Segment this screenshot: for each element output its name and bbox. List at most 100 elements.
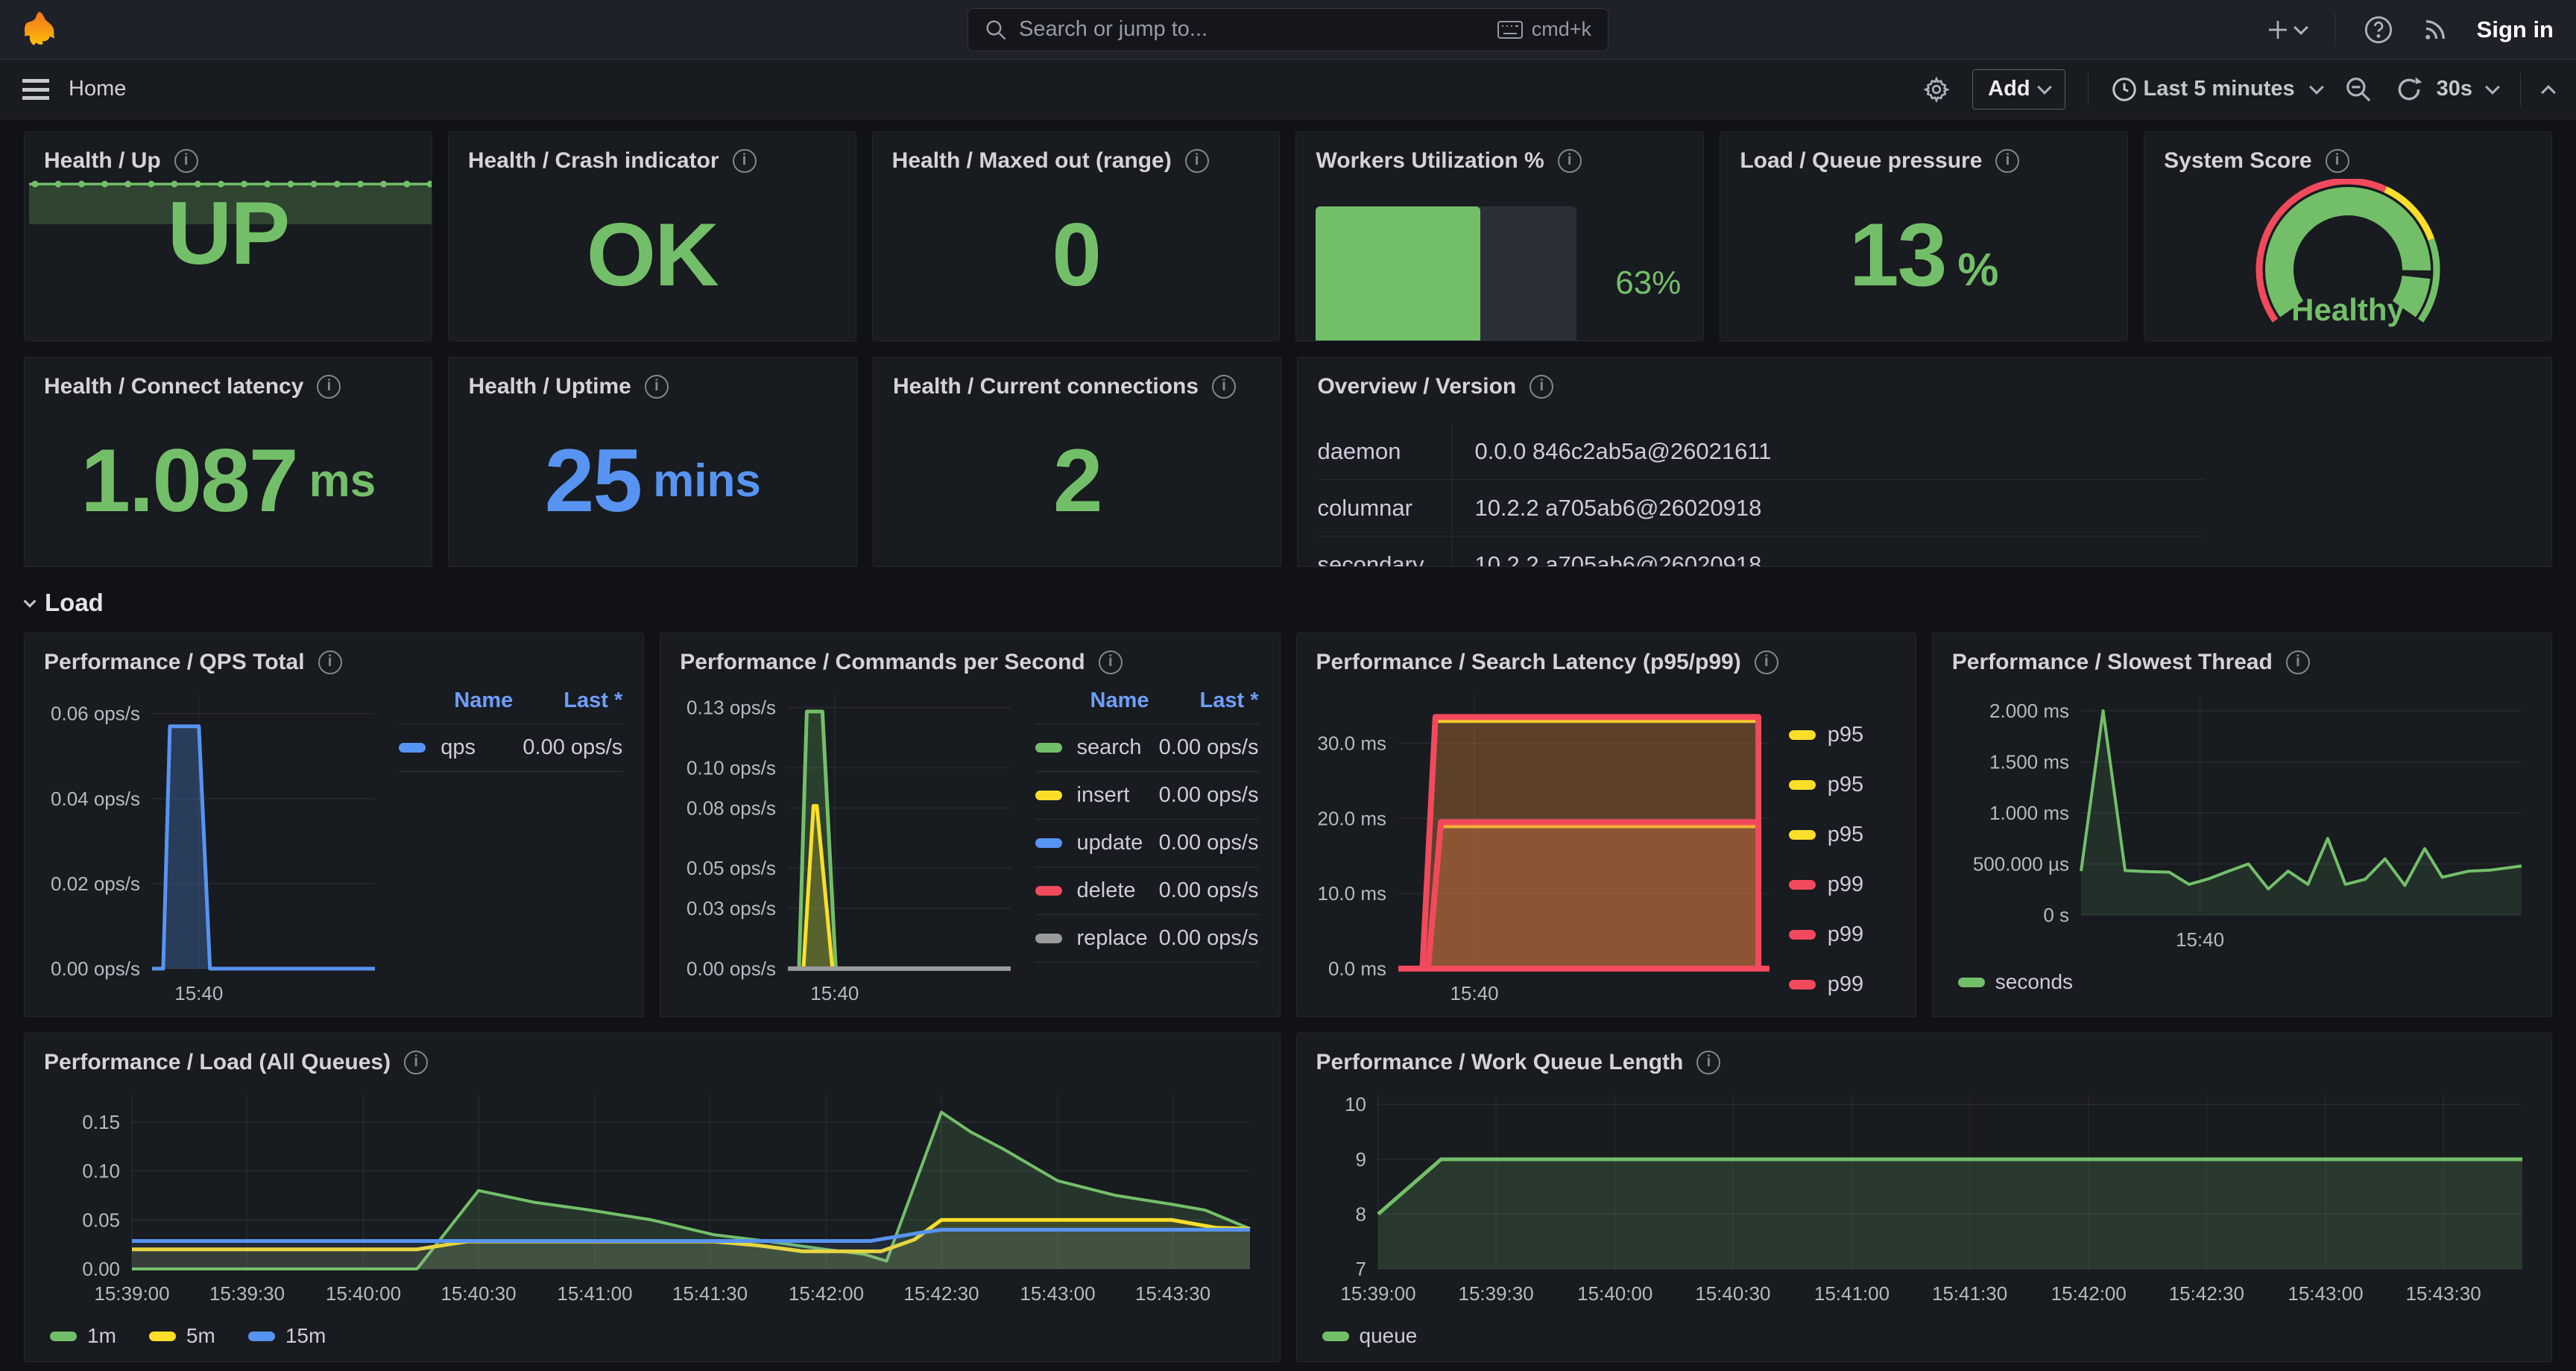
x-axis-label: 15:43:00 — [2288, 1282, 2363, 1305]
series-name[interactable]: replace — [1076, 926, 1148, 950]
legend-row[interactable]: search 0.00 ops/s — [1035, 724, 1259, 772]
panel-title[interactable]: Performance / Slowest Thread — [1951, 650, 2273, 674]
legend-item[interactable]: p95 — [1788, 723, 1908, 747]
info-icon[interactable] — [644, 375, 669, 399]
info-icon[interactable] — [1184, 149, 1209, 173]
info-icon[interactable] — [1098, 650, 1123, 674]
add-button[interactable]: Add — [1972, 69, 2065, 110]
dashboard-settings-button[interactable] — [1923, 76, 1950, 103]
chevron-down-icon — [2036, 79, 2052, 95]
info-icon[interactable] — [2285, 650, 2310, 674]
info-icon[interactable] — [318, 650, 342, 674]
panel-title[interactable]: Health / Maxed out (range) — [891, 148, 1172, 173]
series-name[interactable]: insert — [1076, 783, 1130, 807]
qps-chart[interactable]: 15:40 0.00 ops/s 0.02 ops/s 0.04 ops/s 0.06 … — [29, 681, 394, 1016]
panel-title[interactable]: Workers Utilization % — [1316, 148, 1544, 173]
menu-button[interactable] — [22, 78, 49, 100]
legend-item[interactable]: 1m — [50, 1324, 116, 1348]
load-queues-chart[interactable]: 15:39:00 15:39:30 15:40:00 15:40:30 15:41:00… — [35, 1081, 1269, 1317]
panel-title[interactable]: Health / Up — [44, 148, 161, 173]
info-icon[interactable] — [2325, 149, 2349, 173]
work-queue-chart[interactable]: 15:39:00 15:39:30 15:40:00 15:40:30 15:41:00… — [1307, 1081, 2542, 1317]
legend-row[interactable]: insert 0.00 ops/s — [1035, 772, 1259, 820]
info-icon[interactable] — [1212, 375, 1237, 399]
series-name: p99 — [1827, 922, 1864, 946]
help-icon — [2364, 16, 2392, 43]
legend-item[interactable]: p95 — [1788, 823, 1908, 847]
legend-row[interactable]: qps 0.00 ops/s — [399, 724, 623, 772]
series-name: 15m — [285, 1324, 326, 1347]
info-icon[interactable] — [174, 149, 198, 173]
grafana-logo[interactable] — [22, 10, 57, 49]
legend-item[interactable]: p99 — [1788, 873, 1908, 897]
latency-chart[interactable]: 15:40 0.0 ms 10.0 ms 20.0 ms 30.0 ms — [1301, 681, 1789, 1016]
panel-title[interactable]: Overview / Version — [1317, 374, 1517, 399]
search-shortcut: cmd+k — [1531, 18, 1591, 40]
panel-title[interactable]: Performance / Commands per Second — [680, 650, 1085, 674]
series-name[interactable]: search — [1076, 735, 1142, 759]
row-header-load[interactable]: Load — [23, 586, 2552, 619]
panel-title[interactable]: Performance / Load (All Queues) — [44, 1050, 391, 1074]
panel-title[interactable]: Performance / Work Queue Length — [1316, 1050, 1684, 1074]
component-name: columnar — [1317, 494, 1412, 521]
commands-chart[interactable]: 15:40 0.00 ops/s 0.03 ops/s 0.05 ops/s 0.08 … — [665, 681, 1030, 1016]
new-button[interactable] — [2266, 18, 2308, 42]
gauge-chart[interactable]: Healthy — [2225, 179, 2471, 337]
help-button[interactable] — [2364, 15, 2393, 45]
legend-row[interactable]: update 0.00 ops/s — [1035, 820, 1259, 867]
series-last-value: 0.00 ops/s — [1158, 735, 1259, 759]
legend-item[interactable]: 15m — [247, 1324, 326, 1348]
news-button[interactable] — [2422, 16, 2449, 43]
refresh-icon — [2398, 76, 2422, 100]
legend-item[interactable]: p99 — [1788, 972, 1908, 997]
panel-title[interactable]: Health / Crash indicator — [467, 148, 719, 173]
legend-row[interactable]: replace 0.00 ops/s — [1035, 915, 1259, 963]
stat-unit: % — [1957, 244, 1999, 296]
info-icon[interactable] — [1696, 1051, 1721, 1074]
info-icon[interactable] — [1754, 650, 1778, 674]
info-icon[interactable] — [404, 1051, 429, 1074]
search-input[interactable]: Search or jump to... cmd+k — [967, 7, 1609, 51]
legend-row[interactable]: delete 0.00 ops/s — [1035, 867, 1259, 915]
panel-title[interactable]: System Score — [2164, 148, 2312, 173]
y-axis-label: 10 — [1345, 1093, 1366, 1115]
legend-col-name[interactable]: Name — [1090, 688, 1149, 712]
legend-item[interactable]: p95 — [1788, 773, 1908, 797]
y-axis-label: 0.10 ops/s — [686, 756, 776, 779]
panel-title[interactable]: Health / Uptime — [468, 374, 631, 399]
legend-col-name[interactable]: Name — [454, 688, 514, 712]
refresh-button[interactable]: 30s — [2395, 75, 2500, 104]
panel-title[interactable]: Health / Connect latency — [44, 374, 304, 399]
collapse-toolbar-button[interactable] — [2541, 81, 2556, 100]
sign-in-button[interactable]: Sign in — [2476, 16, 2554, 42]
slowest-thread-chart[interactable]: 15:40 0 s 500.000 µs 1.000 ms 1.500 ms 2.000 … — [1943, 681, 2541, 963]
legend-col-last[interactable]: Last * — [1199, 688, 1259, 712]
series-name[interactable]: qps — [441, 735, 476, 759]
legend-col-last[interactable]: Last * — [564, 688, 623, 712]
info-icon[interactable] — [1557, 149, 1582, 173]
legend-item[interactable]: seconds — [1957, 970, 2073, 994]
panel-title[interactable]: Health / Current connections — [892, 374, 1199, 399]
info-icon[interactable] — [1995, 149, 2020, 173]
info-icon[interactable] — [317, 375, 341, 399]
series-name[interactable]: delete — [1076, 878, 1136, 902]
panel-title[interactable]: Performance / Search Latency (p95/p99) — [1316, 650, 1741, 674]
legend-item[interactable]: queue — [1322, 1324, 1417, 1348]
legend-item[interactable]: p99 — [1788, 922, 1908, 947]
y-axis-label: 1.500 ms — [1989, 750, 2069, 773]
zoom-out-button[interactable] — [2344, 75, 2373, 104]
breadcrumb[interactable]: Home — [69, 77, 127, 101]
time-range-picker[interactable]: Last 5 minutes — [2111, 76, 2324, 103]
panel-title[interactable]: Load / Queue pressure — [1740, 148, 1983, 173]
legend-item[interactable]: 5m — [148, 1324, 215, 1348]
x-axis-label: 15:40 — [174, 982, 223, 1004]
panel-workers-utilization: Workers Utilization % 63% — [1295, 131, 1705, 341]
info-icon[interactable] — [732, 149, 757, 173]
dashboard-toolbar: Home Add Last 5 minutes 30s — [0, 60, 2576, 119]
x-axis-label: 15:42:00 — [789, 1282, 864, 1305]
panel-title[interactable]: Performance / QPS Total — [44, 650, 305, 674]
series-name[interactable]: update — [1076, 831, 1143, 855]
info-icon[interactable] — [1530, 375, 1554, 399]
series-name: p95 — [1827, 723, 1864, 747]
x-axis-label: 15:40:30 — [1695, 1282, 1770, 1305]
